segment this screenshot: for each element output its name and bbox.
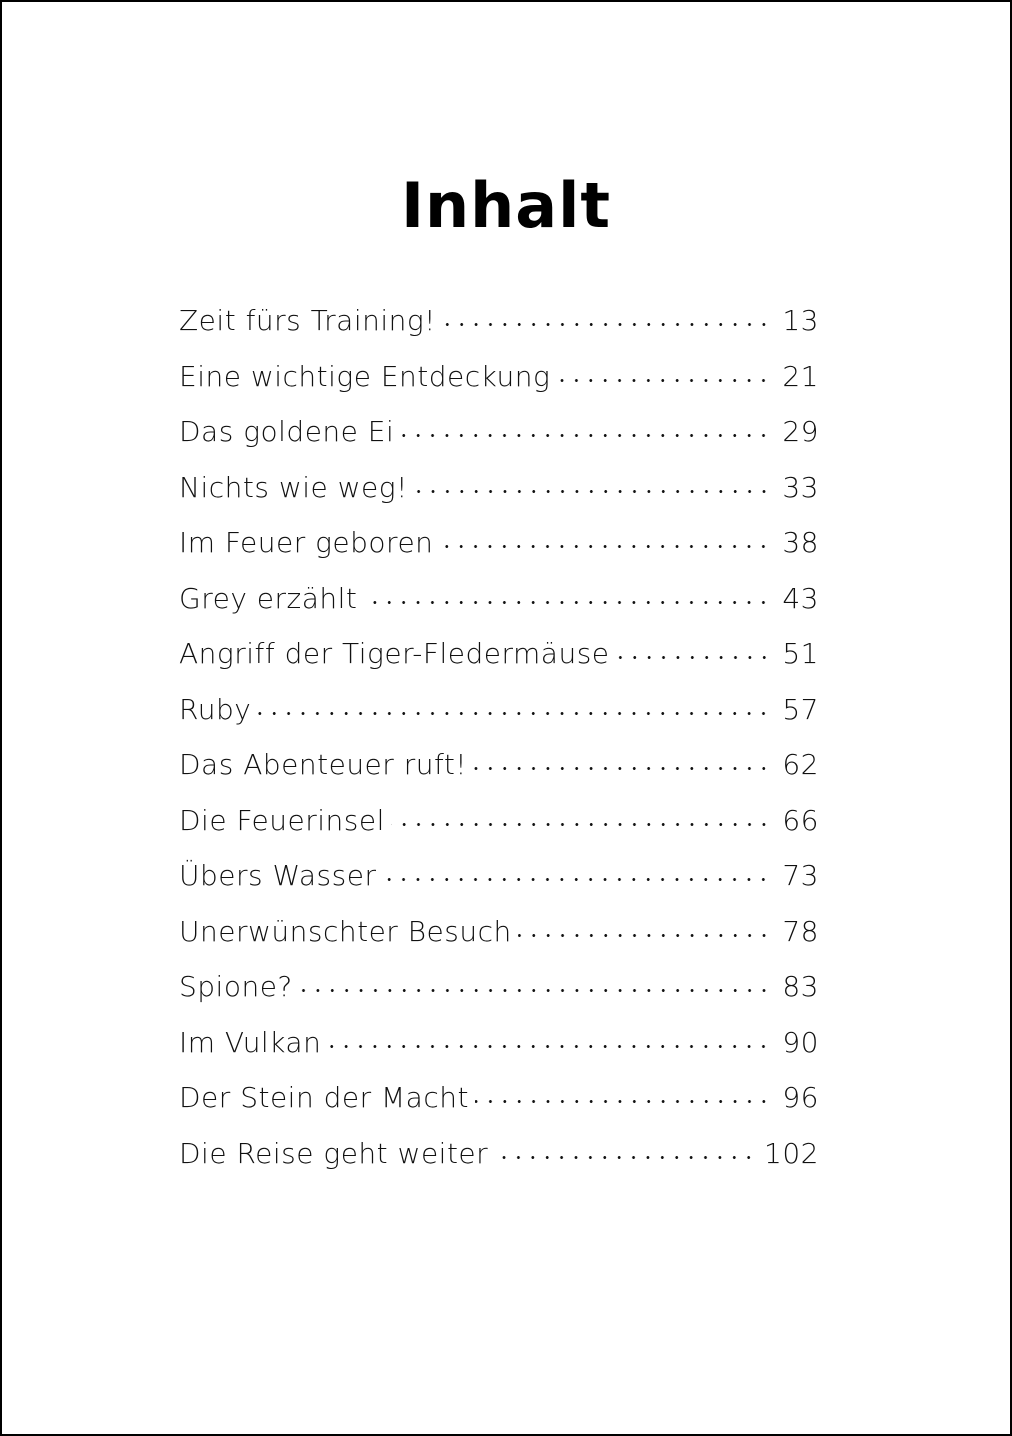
toc-entry: Zeit fürs Training! 13: [179, 298, 819, 354]
toc-entry-page: 78: [782, 914, 819, 948]
toc-entry-title: Spione?: [179, 970, 293, 1003]
toc-entry-title: Das goldene Ei: [179, 415, 395, 448]
toc-entry-page: 43: [782, 581, 819, 615]
toc-entry-title: Im Vulkan: [179, 1025, 322, 1059]
toc-entry: Grey erzählt 43: [179, 576, 819, 632]
dot-leader: [474, 1079, 771, 1107]
toc-entry: Angriff der Tiger-Fledermäuse 51: [179, 631, 819, 687]
toc-entry: Nichts wie weg! 33: [179, 465, 819, 521]
dot-leader: [400, 413, 771, 441]
toc-entry-title: Nichts wie weg!: [179, 470, 408, 504]
page-title: Inhalt: [400, 168, 612, 242]
table-of-contents: Zeit fürs Training! 13 Eine wichtige Ent…: [179, 298, 819, 1186]
toc-entry-page: 102: [764, 1136, 819, 1170]
toc-entry-title: Angriff der Tiger-Fledermäuse: [179, 637, 610, 670]
toc-entry-title: Das Abenteuer ruft!: [179, 748, 468, 781]
toc-entry: Das Abenteuer ruft! 62: [179, 742, 819, 798]
toc-entry: Übers Wasser 73: [179, 853, 819, 909]
toc-entry-page: 83: [782, 970, 819, 1003]
toc-entry-title: Übers Wasser: [179, 859, 377, 892]
toc-entry: Der Stein der Macht 96: [179, 1075, 819, 1131]
toc-entry-page: 96: [782, 1081, 819, 1114]
toc-entry: Die Reise geht weiter 102: [179, 1131, 819, 1187]
toc-entry-title: Die Feuerinsel: [179, 803, 385, 837]
toc-entry-page: 66: [782, 803, 819, 837]
toc-entry-page: 90: [782, 1025, 819, 1059]
dot-leader: [441, 302, 771, 330]
dot-leader: [363, 580, 771, 608]
dot-leader: [413, 469, 771, 497]
toc-entry-title: Eine wichtige Entdeckung: [179, 359, 551, 393]
toc-entry-title: Grey erzählt: [179, 581, 358, 615]
toc-entry-page: 51: [782, 637, 819, 670]
toc-entry-page: 29: [782, 415, 819, 448]
toc-entry-title: Ruby: [179, 692, 252, 726]
dot-leader: [382, 857, 771, 885]
toc-entry-title: Der Stein der Macht: [179, 1081, 469, 1114]
toc-entry-page: 73: [782, 859, 819, 892]
dot-leader: [327, 1024, 771, 1052]
dot-leader: [390, 802, 771, 830]
toc-entry-title: Zeit fürs Training!: [179, 304, 436, 337]
dot-leader: [298, 968, 771, 996]
dot-leader: [473, 746, 771, 774]
toc-entry-page: 21: [782, 359, 819, 393]
dot-leader: [494, 1135, 756, 1163]
toc-entry-page: 13: [782, 304, 819, 337]
toc-entry-page: 38: [782, 526, 819, 559]
toc-entry: Im Feuer geboren 38: [179, 520, 819, 576]
toc-entry-page: 62: [782, 748, 819, 781]
toc-entry: Eine wichtige Entdeckung 21: [179, 354, 819, 410]
toc-entry: Unerwünschter Besuch 78: [179, 909, 819, 965]
toc-entry: Die Feuerinsel 66: [179, 798, 819, 854]
toc-entry: Spione? 83: [179, 964, 819, 1020]
toc-entry-title: Im Feuer geboren: [179, 526, 434, 559]
toc-entry: Ruby 57: [179, 687, 819, 743]
toc-entry-title: Unerwünschter Besuch: [179, 914, 512, 948]
toc-entry: Im Vulkan 90: [179, 1020, 819, 1076]
dot-leader: [615, 635, 771, 663]
dot-leader: [517, 913, 771, 941]
dot-leader: [257, 691, 771, 719]
toc-entry-page: 33: [782, 470, 819, 504]
toc-entry-title: Die Reise geht weiter: [179, 1136, 489, 1170]
dot-leader: [439, 524, 771, 552]
toc-entry-page: 57: [782, 692, 819, 726]
dot-leader: [556, 358, 771, 386]
toc-entry: Das goldene Ei 29: [179, 409, 819, 465]
